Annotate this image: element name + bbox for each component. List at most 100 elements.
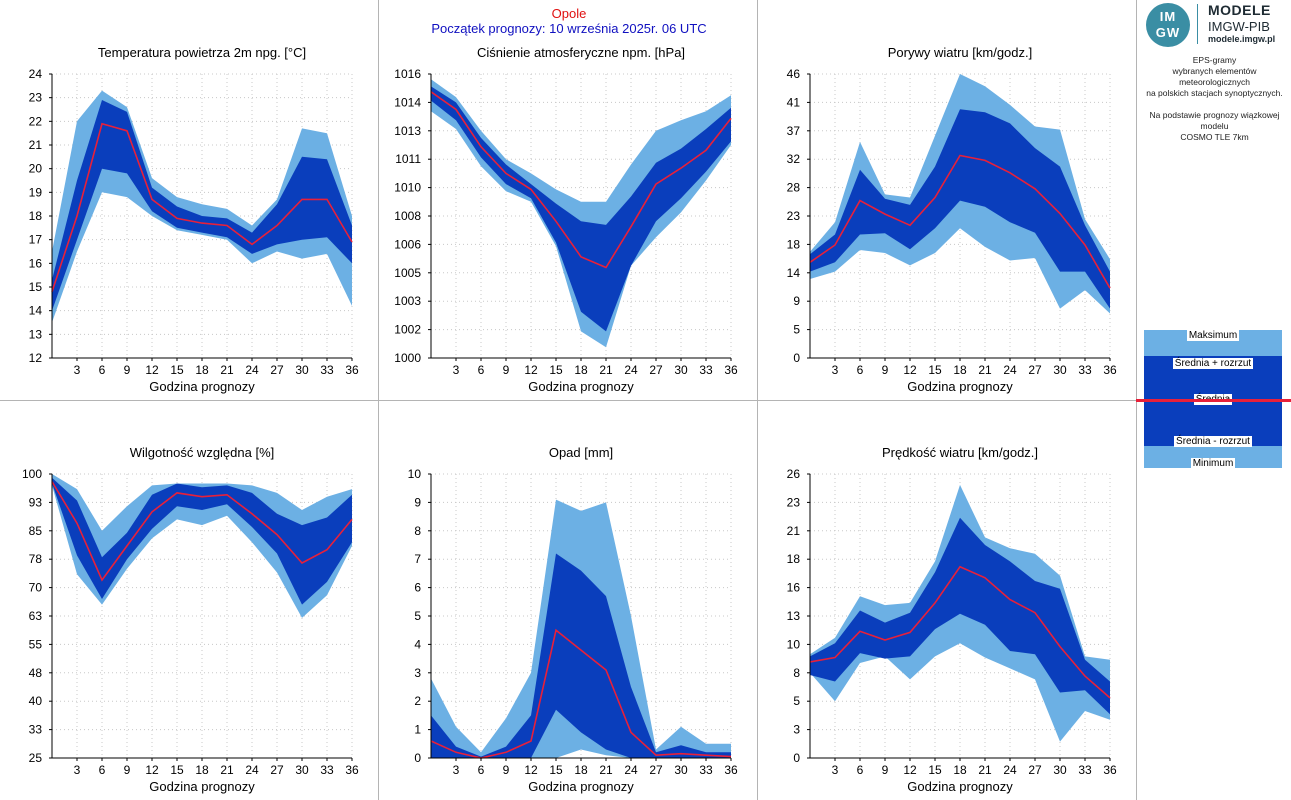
y-tick-label: 55 (29, 637, 43, 651)
x-tick-label: 6 (857, 763, 864, 777)
y-tick-label: 3 (793, 723, 800, 737)
legend-max: Maksimum (1186, 330, 1240, 341)
y-tick-label: 8 (793, 666, 800, 680)
x-axis-label: Godzina prognozy (528, 379, 634, 394)
forecast-header: Opole Początek prognozy: 10 września 202… (380, 6, 758, 36)
y-tick-label: 23 (29, 91, 43, 105)
x-tick-label: 27 (1028, 363, 1042, 377)
x-tick-label: 36 (724, 363, 738, 377)
y-tick-label: 1008 (394, 209, 421, 223)
x-tick-label: 33 (1078, 763, 1092, 777)
y-tick-label: 100 (22, 467, 42, 481)
x-tick-label: 36 (345, 363, 359, 377)
y-tick-label: 10 (408, 467, 422, 481)
y-tick-label: 78 (29, 552, 43, 566)
x-tick-label: 21 (599, 363, 613, 377)
mean-line (51, 481, 353, 582)
x-tick-label: 9 (124, 363, 131, 377)
x-tick-label: 18 (953, 763, 967, 777)
x-tick-label: 24 (245, 363, 259, 377)
x-tick-label: 27 (1028, 763, 1042, 777)
y-tick-label: 18 (787, 237, 801, 251)
chart-gusts: Porywy wiatru [km/godz.] 0 5 9 14 18 23 28 32 37 4… (787, 45, 1117, 394)
y-tick-label: 14 (787, 266, 801, 280)
x-tick-label: 15 (170, 363, 184, 377)
x-tick-label: 30 (674, 363, 688, 377)
x-tick-label: 36 (1103, 763, 1117, 777)
chart-panel-precip: Opad [mm] 0 1 2 3 4 5 6 7 8 9 10 3 6 9 12 15 18 21 24 27 30 33… (379, 440, 757, 800)
mean-line (430, 91, 732, 269)
x-tick-label: 15 (928, 363, 942, 377)
y-tick-label: 18 (29, 209, 43, 223)
x-tick-label: 12 (524, 363, 538, 377)
y-tick-label: 13 (787, 609, 801, 623)
chart-title: Ciśnienie atmosferyczne npm. [hPa] (477, 45, 685, 60)
x-tick-label: 3 (74, 363, 81, 377)
chart-title: Temperatura powietrza 2m npg. [°C] (98, 45, 306, 60)
x-tick-label: 15 (549, 363, 563, 377)
x-tick-label: 12 (903, 763, 917, 777)
x-tick-label: 12 (524, 763, 538, 777)
band-mean-spread (810, 517, 1110, 715)
x-tick-label: 6 (99, 763, 106, 777)
y-tick-label: 5 (793, 694, 800, 708)
y-tick-label: 1005 (394, 266, 421, 280)
x-axis-label: Godzina prognozy (528, 779, 634, 794)
y-tick-label: 6 (414, 581, 421, 595)
y-tick-label: 10 (787, 637, 801, 651)
y-tick-label: 93 (29, 495, 43, 509)
x-tick-label: 24 (624, 363, 638, 377)
y-tick-label: 16 (29, 256, 43, 270)
y-tick-label: 23 (787, 209, 801, 223)
x-tick-label: 3 (832, 763, 839, 777)
x-axis-label: Godzina prognozy (907, 779, 1013, 794)
y-tick-label: 28 (787, 181, 801, 195)
x-tick-label: 33 (699, 363, 713, 377)
x-tick-label: 18 (574, 763, 588, 777)
x-tick-label: 15 (170, 763, 184, 777)
x-tick-label: 3 (74, 763, 81, 777)
y-tick-label: 46 (787, 67, 801, 81)
legend-mean-line (1136, 399, 1291, 402)
y-tick-label: 1 (414, 723, 421, 737)
y-tick-label: 1013 (394, 124, 421, 138)
y-tick-label: 37 (787, 124, 801, 138)
chart-title: Prędkość wiatru [km/godz.] (882, 445, 1038, 460)
y-tick-label: 1016 (394, 67, 421, 81)
y-tick-label: 25 (29, 751, 43, 765)
y-tick-label: 32 (787, 152, 801, 166)
x-axis-label: Godzina prognozy (149, 779, 255, 794)
band-mean-spread (52, 100, 352, 311)
y-tick-label: 1011 (395, 152, 421, 166)
x-tick-label: 9 (882, 363, 889, 377)
y-tick-label: 21 (787, 524, 801, 538)
x-tick-label: 33 (320, 363, 334, 377)
y-tick-label: 1010 (394, 181, 421, 195)
band-mean-spread (52, 477, 352, 605)
y-tick-label: 33 (29, 723, 43, 737)
chart-panel-wind: Prędkość wiatru [km/godz.] 0 3 5 8 10 13 16 18 21… (758, 440, 1136, 800)
x-tick-label: 21 (978, 763, 992, 777)
x-tick-label: 15 (928, 763, 942, 777)
y-tick-label: 26 (787, 467, 801, 481)
chart-pressure: Ciśnienie atmosferyczne npm. [hPa] 1000 10… (394, 45, 738, 394)
x-axis-label: Godzina prognozy (907, 379, 1013, 394)
mean-line (809, 565, 1111, 699)
chart-title: Porywy wiatru [km/godz.] (888, 45, 1033, 60)
x-tick-label: 24 (1003, 363, 1017, 377)
band-min-max (431, 79, 731, 348)
x-tick-label: 30 (1053, 763, 1067, 777)
chart-panel-humidity: Wilgotność względna [%] 25 33 40 48 55 63 70 78 8… (0, 440, 378, 800)
x-tick-label: 12 (145, 363, 159, 377)
x-tick-label: 21 (220, 763, 234, 777)
y-tick-label: 24 (29, 67, 43, 81)
band-mean-spread (431, 86, 731, 332)
imgw-logo[interactable]: IM GW MODELE IMGW-PIB modele.imgw.pl (1140, 0, 1291, 48)
x-tick-label: 9 (882, 763, 889, 777)
y-tick-label: 3 (414, 666, 421, 680)
x-tick-label: 24 (624, 763, 638, 777)
x-tick-label: 36 (724, 763, 738, 777)
x-tick-label: 15 (549, 763, 563, 777)
x-tick-label: 6 (478, 763, 485, 777)
y-tick-label: 9 (414, 495, 421, 509)
